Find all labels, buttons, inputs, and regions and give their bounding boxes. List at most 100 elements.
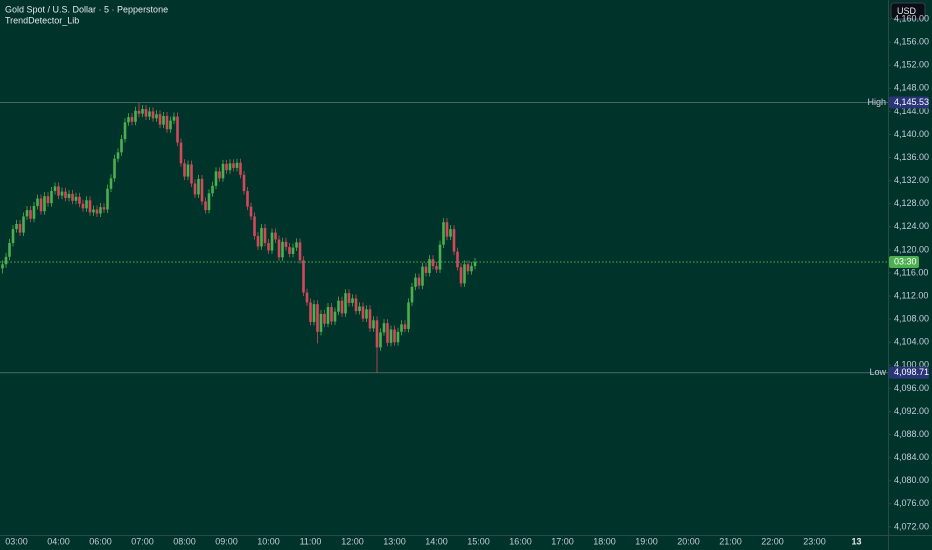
candle-body xyxy=(438,244,442,270)
indicator-name: TrendDetector_Lib xyxy=(5,15,79,25)
candle-body xyxy=(431,259,435,267)
candle-body xyxy=(396,331,400,343)
candle-body xyxy=(36,198,39,207)
candle-body xyxy=(197,178,200,195)
candle-body xyxy=(445,222,449,237)
candle-body xyxy=(99,207,102,214)
candle-body xyxy=(25,210,29,217)
candle-body xyxy=(141,109,144,114)
candle-body xyxy=(428,259,431,273)
currency-button[interactable] xyxy=(890,2,926,20)
candle-body xyxy=(452,229,456,252)
candle-body xyxy=(302,260,305,293)
y-tick-label: 4,100.00 xyxy=(894,360,929,370)
candle-body xyxy=(39,198,43,212)
candle-body xyxy=(8,242,11,257)
x-tick-label: 19:00 xyxy=(635,536,658,546)
x-tick-label: 03:00 xyxy=(5,536,28,546)
candle-body xyxy=(74,196,78,201)
candle-body xyxy=(298,242,302,261)
candle-body xyxy=(190,164,193,184)
y-tick-label: 4,080.00 xyxy=(894,475,929,485)
candle-body xyxy=(414,277,417,287)
x-tick-label: 06:00 xyxy=(89,536,112,546)
x-tick-label: 10:00 xyxy=(257,536,280,546)
candle-body xyxy=(382,323,386,333)
low-marker-box xyxy=(889,366,929,379)
candle-body xyxy=(337,300,340,312)
candle-body xyxy=(463,264,466,284)
candle-body xyxy=(379,332,382,348)
y-tick-label: 4,152.00 xyxy=(894,60,929,70)
candle-body xyxy=(456,251,459,268)
candle-body xyxy=(144,109,148,117)
candle-body xyxy=(67,193,71,198)
candle-body xyxy=(470,266,473,272)
candle-body xyxy=(473,262,477,267)
candle-body xyxy=(165,116,169,130)
x-tick-label: 08:00 xyxy=(173,536,196,546)
candle-body xyxy=(410,286,414,303)
y-tick-label: 4,128.00 xyxy=(894,198,929,208)
candle-body xyxy=(274,232,277,240)
candle-body xyxy=(85,200,88,209)
candle-body xyxy=(232,163,235,168)
y-tick-label: 4,084.00 xyxy=(894,452,929,462)
candle-body xyxy=(155,114,158,119)
candle-body xyxy=(270,232,274,251)
candle-body xyxy=(123,122,127,140)
candle-body xyxy=(435,266,438,270)
x-tick-label: 07:00 xyxy=(131,536,154,546)
x-tick-label: 15:00 xyxy=(467,536,490,546)
candle-body xyxy=(186,164,190,177)
x-tick-label: 04:00 xyxy=(47,536,70,546)
candle-body xyxy=(130,117,134,122)
y-tick-label: 4,072.00 xyxy=(894,521,929,531)
candle-body xyxy=(281,241,284,258)
candle-body xyxy=(344,293,347,314)
candle-body xyxy=(354,298,358,312)
x-tick-label: 13:00 xyxy=(383,536,406,546)
y-tick-label: 4,112.00 xyxy=(894,290,928,300)
candle-body xyxy=(372,320,375,329)
high-marker-name: High xyxy=(867,97,886,107)
y-tick-label: 4,124.00 xyxy=(894,221,929,231)
candle-body xyxy=(389,329,393,343)
candle-body xyxy=(442,222,445,245)
candle-body xyxy=(176,116,179,143)
candle-body xyxy=(158,114,162,125)
candle-body xyxy=(120,139,123,153)
candle-body xyxy=(239,162,242,175)
candle-body xyxy=(256,236,260,247)
y-tick-label: 4,088.00 xyxy=(894,429,929,439)
candle-body xyxy=(225,163,228,171)
candle-body xyxy=(323,313,326,324)
candle-body xyxy=(263,227,267,243)
candle-body xyxy=(305,292,309,303)
y-tick-label: 4,144.00 xyxy=(894,106,929,116)
candle-body xyxy=(228,163,232,171)
y-tick-label: 4,096.00 xyxy=(894,383,929,393)
countdown-box xyxy=(889,256,919,269)
candle-body xyxy=(29,210,32,219)
candle-body xyxy=(218,171,221,179)
candle-body xyxy=(249,206,253,217)
y-tick-label: 4,160.00 xyxy=(894,13,929,23)
candle-body xyxy=(424,266,428,273)
y-tick-label: 4,140.00 xyxy=(894,129,929,139)
candle-body xyxy=(57,186,60,196)
currency-label[interactable]: USD xyxy=(897,6,917,16)
candle-body xyxy=(18,223,22,233)
candle-body xyxy=(43,196,46,212)
y-tick-label: 4,120.00 xyxy=(894,244,929,254)
candle-body xyxy=(407,302,410,329)
candle-body xyxy=(183,163,186,177)
x-tick-label: 14:00 xyxy=(425,536,448,546)
candle-body xyxy=(60,191,64,196)
y-tick-label: 4,132.00 xyxy=(894,175,929,185)
candle-body xyxy=(64,191,67,198)
candle-body xyxy=(386,323,389,343)
candle-body xyxy=(361,306,365,319)
